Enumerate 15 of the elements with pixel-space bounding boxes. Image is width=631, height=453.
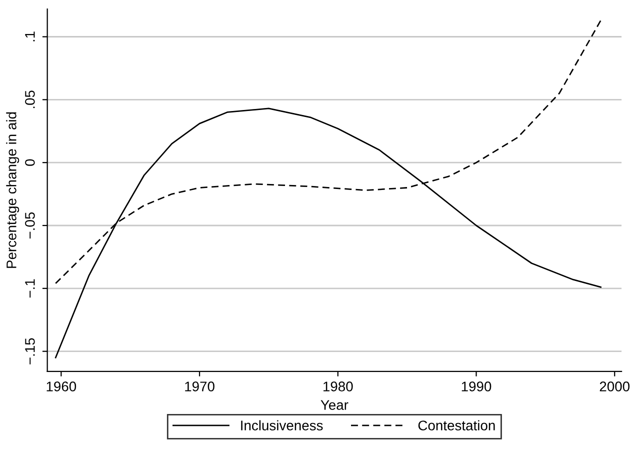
y-tick-label: 0: [25, 159, 35, 166]
y-tick-label: −.05: [25, 212, 35, 239]
legend-label: Inclusiveness: [241, 420, 323, 430]
y-tick-label: −.1: [25, 279, 35, 298]
x-tick-label: 1990: [462, 382, 492, 392]
x-tick-label: 2000: [600, 382, 630, 392]
x-tick-label: 1980: [324, 382, 353, 392]
x-tick-label: 1960: [46, 382, 76, 392]
legend-label: Contestation: [418, 420, 495, 430]
y-tick-label: −.15: [25, 338, 35, 364]
x-axis-title: Year: [320, 400, 348, 410]
y-tick-label: .05: [25, 90, 35, 108]
x-tick-label: 1970: [185, 382, 214, 392]
y-tick-label: .1: [25, 32, 35, 42]
y-axis-title: Percentage change in aid: [6, 112, 20, 268]
